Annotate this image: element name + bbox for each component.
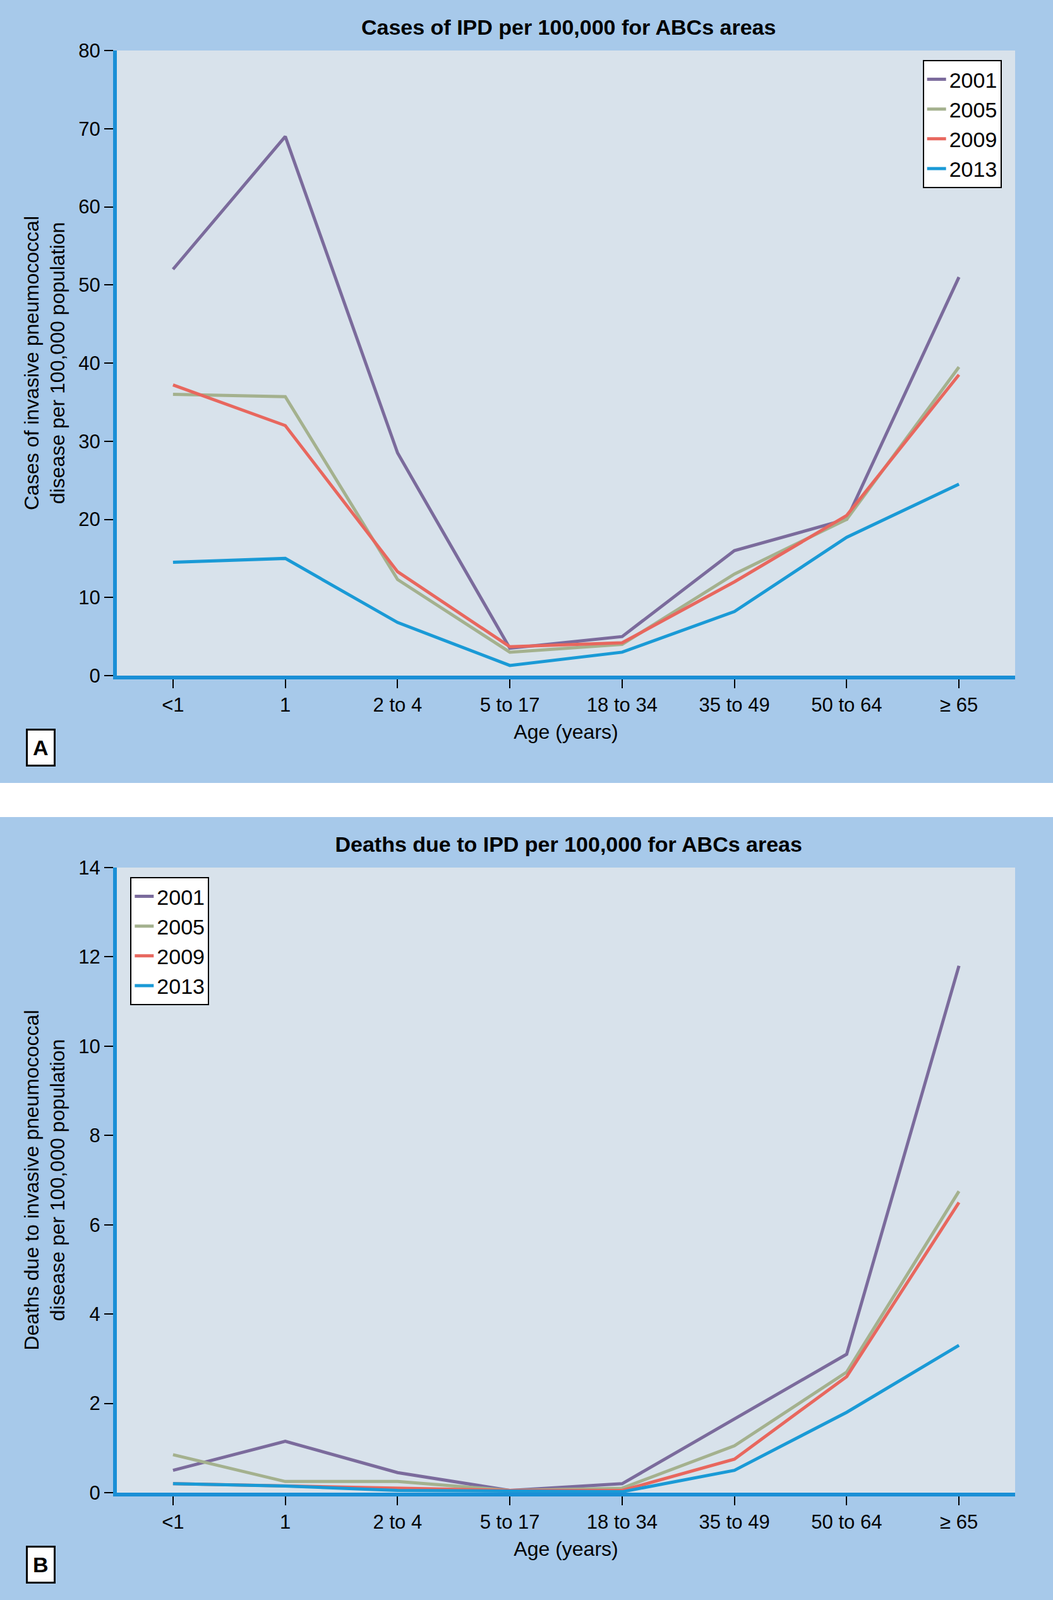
svg-text:50 to 64: 50 to 64 xyxy=(811,694,882,717)
svg-text:Cases of invasive pneumococcal: Cases of invasive pneumococcaldisease pe… xyxy=(20,216,70,511)
svg-text:12: 12 xyxy=(78,946,100,969)
svg-text:A: A xyxy=(32,735,49,760)
svg-text:40: 40 xyxy=(78,352,100,375)
svg-text:35 to 49: 35 to 49 xyxy=(699,694,771,717)
svg-text:6: 6 xyxy=(89,1214,101,1237)
svg-text:18 to 34: 18 to 34 xyxy=(586,1511,658,1534)
svg-text:≥ 65: ≥ 65 xyxy=(939,694,978,717)
svg-text:Cases of IPD per 100,000 for A: Cases of IPD per 100,000 for ABCs areas xyxy=(361,15,776,40)
svg-text:<1: <1 xyxy=(161,694,184,717)
svg-text:Age (years): Age (years) xyxy=(513,1538,618,1561)
svg-text:5 to 17: 5 to 17 xyxy=(480,1511,541,1534)
svg-text:0: 0 xyxy=(89,1482,101,1505)
svg-text:2009: 2009 xyxy=(949,127,998,152)
svg-text:20: 20 xyxy=(78,508,100,531)
svg-text:2013: 2013 xyxy=(156,974,205,999)
svg-text:2009: 2009 xyxy=(156,944,205,969)
svg-text:70: 70 xyxy=(78,118,100,141)
svg-text:≥ 65: ≥ 65 xyxy=(939,1511,978,1534)
svg-text:2005: 2005 xyxy=(156,915,205,940)
svg-text:1: 1 xyxy=(279,1511,291,1534)
svg-text:35 to 49: 35 to 49 xyxy=(699,1511,771,1534)
svg-text:1: 1 xyxy=(279,694,291,717)
svg-text:B: B xyxy=(32,1553,49,1578)
svg-text:2 to 4: 2 to 4 xyxy=(373,1511,423,1534)
svg-text:0: 0 xyxy=(89,665,101,688)
svg-text:4: 4 xyxy=(89,1303,101,1326)
svg-text:2001: 2001 xyxy=(949,68,998,93)
svg-text:5 to 17: 5 to 17 xyxy=(480,694,541,717)
svg-text:60: 60 xyxy=(78,195,100,218)
svg-text:2 to 4: 2 to 4 xyxy=(373,694,423,717)
svg-text:8: 8 xyxy=(89,1125,101,1148)
svg-text:14: 14 xyxy=(78,857,100,880)
svg-text:2005: 2005 xyxy=(949,97,998,122)
svg-text:80: 80 xyxy=(78,39,100,62)
svg-text:Age (years): Age (years) xyxy=(513,720,618,744)
svg-text:Deaths due to invasive pneumoc: Deaths due to invasive pneumococcaldisea… xyxy=(20,1010,70,1352)
svg-text:2013: 2013 xyxy=(949,157,998,182)
svg-text:<1: <1 xyxy=(161,1511,184,1534)
svg-text:50 to 64: 50 to 64 xyxy=(811,1511,882,1534)
svg-text:10: 10 xyxy=(78,586,100,609)
svg-text:10: 10 xyxy=(78,1035,100,1059)
svg-text:2001: 2001 xyxy=(156,885,205,910)
svg-text:30: 30 xyxy=(78,430,100,453)
svg-text:50: 50 xyxy=(78,274,100,297)
svg-text:Deaths due to IPD per 100,000: Deaths due to IPD per 100,000 for ABCs a… xyxy=(334,832,802,857)
svg-text:18 to 34: 18 to 34 xyxy=(586,694,658,717)
svg-text:2: 2 xyxy=(89,1392,101,1415)
